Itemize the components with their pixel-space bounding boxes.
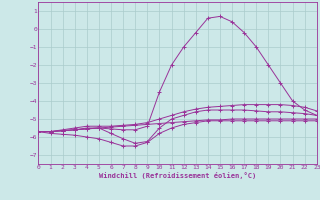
X-axis label: Windchill (Refroidissement éolien,°C): Windchill (Refroidissement éolien,°C): [99, 172, 256, 179]
